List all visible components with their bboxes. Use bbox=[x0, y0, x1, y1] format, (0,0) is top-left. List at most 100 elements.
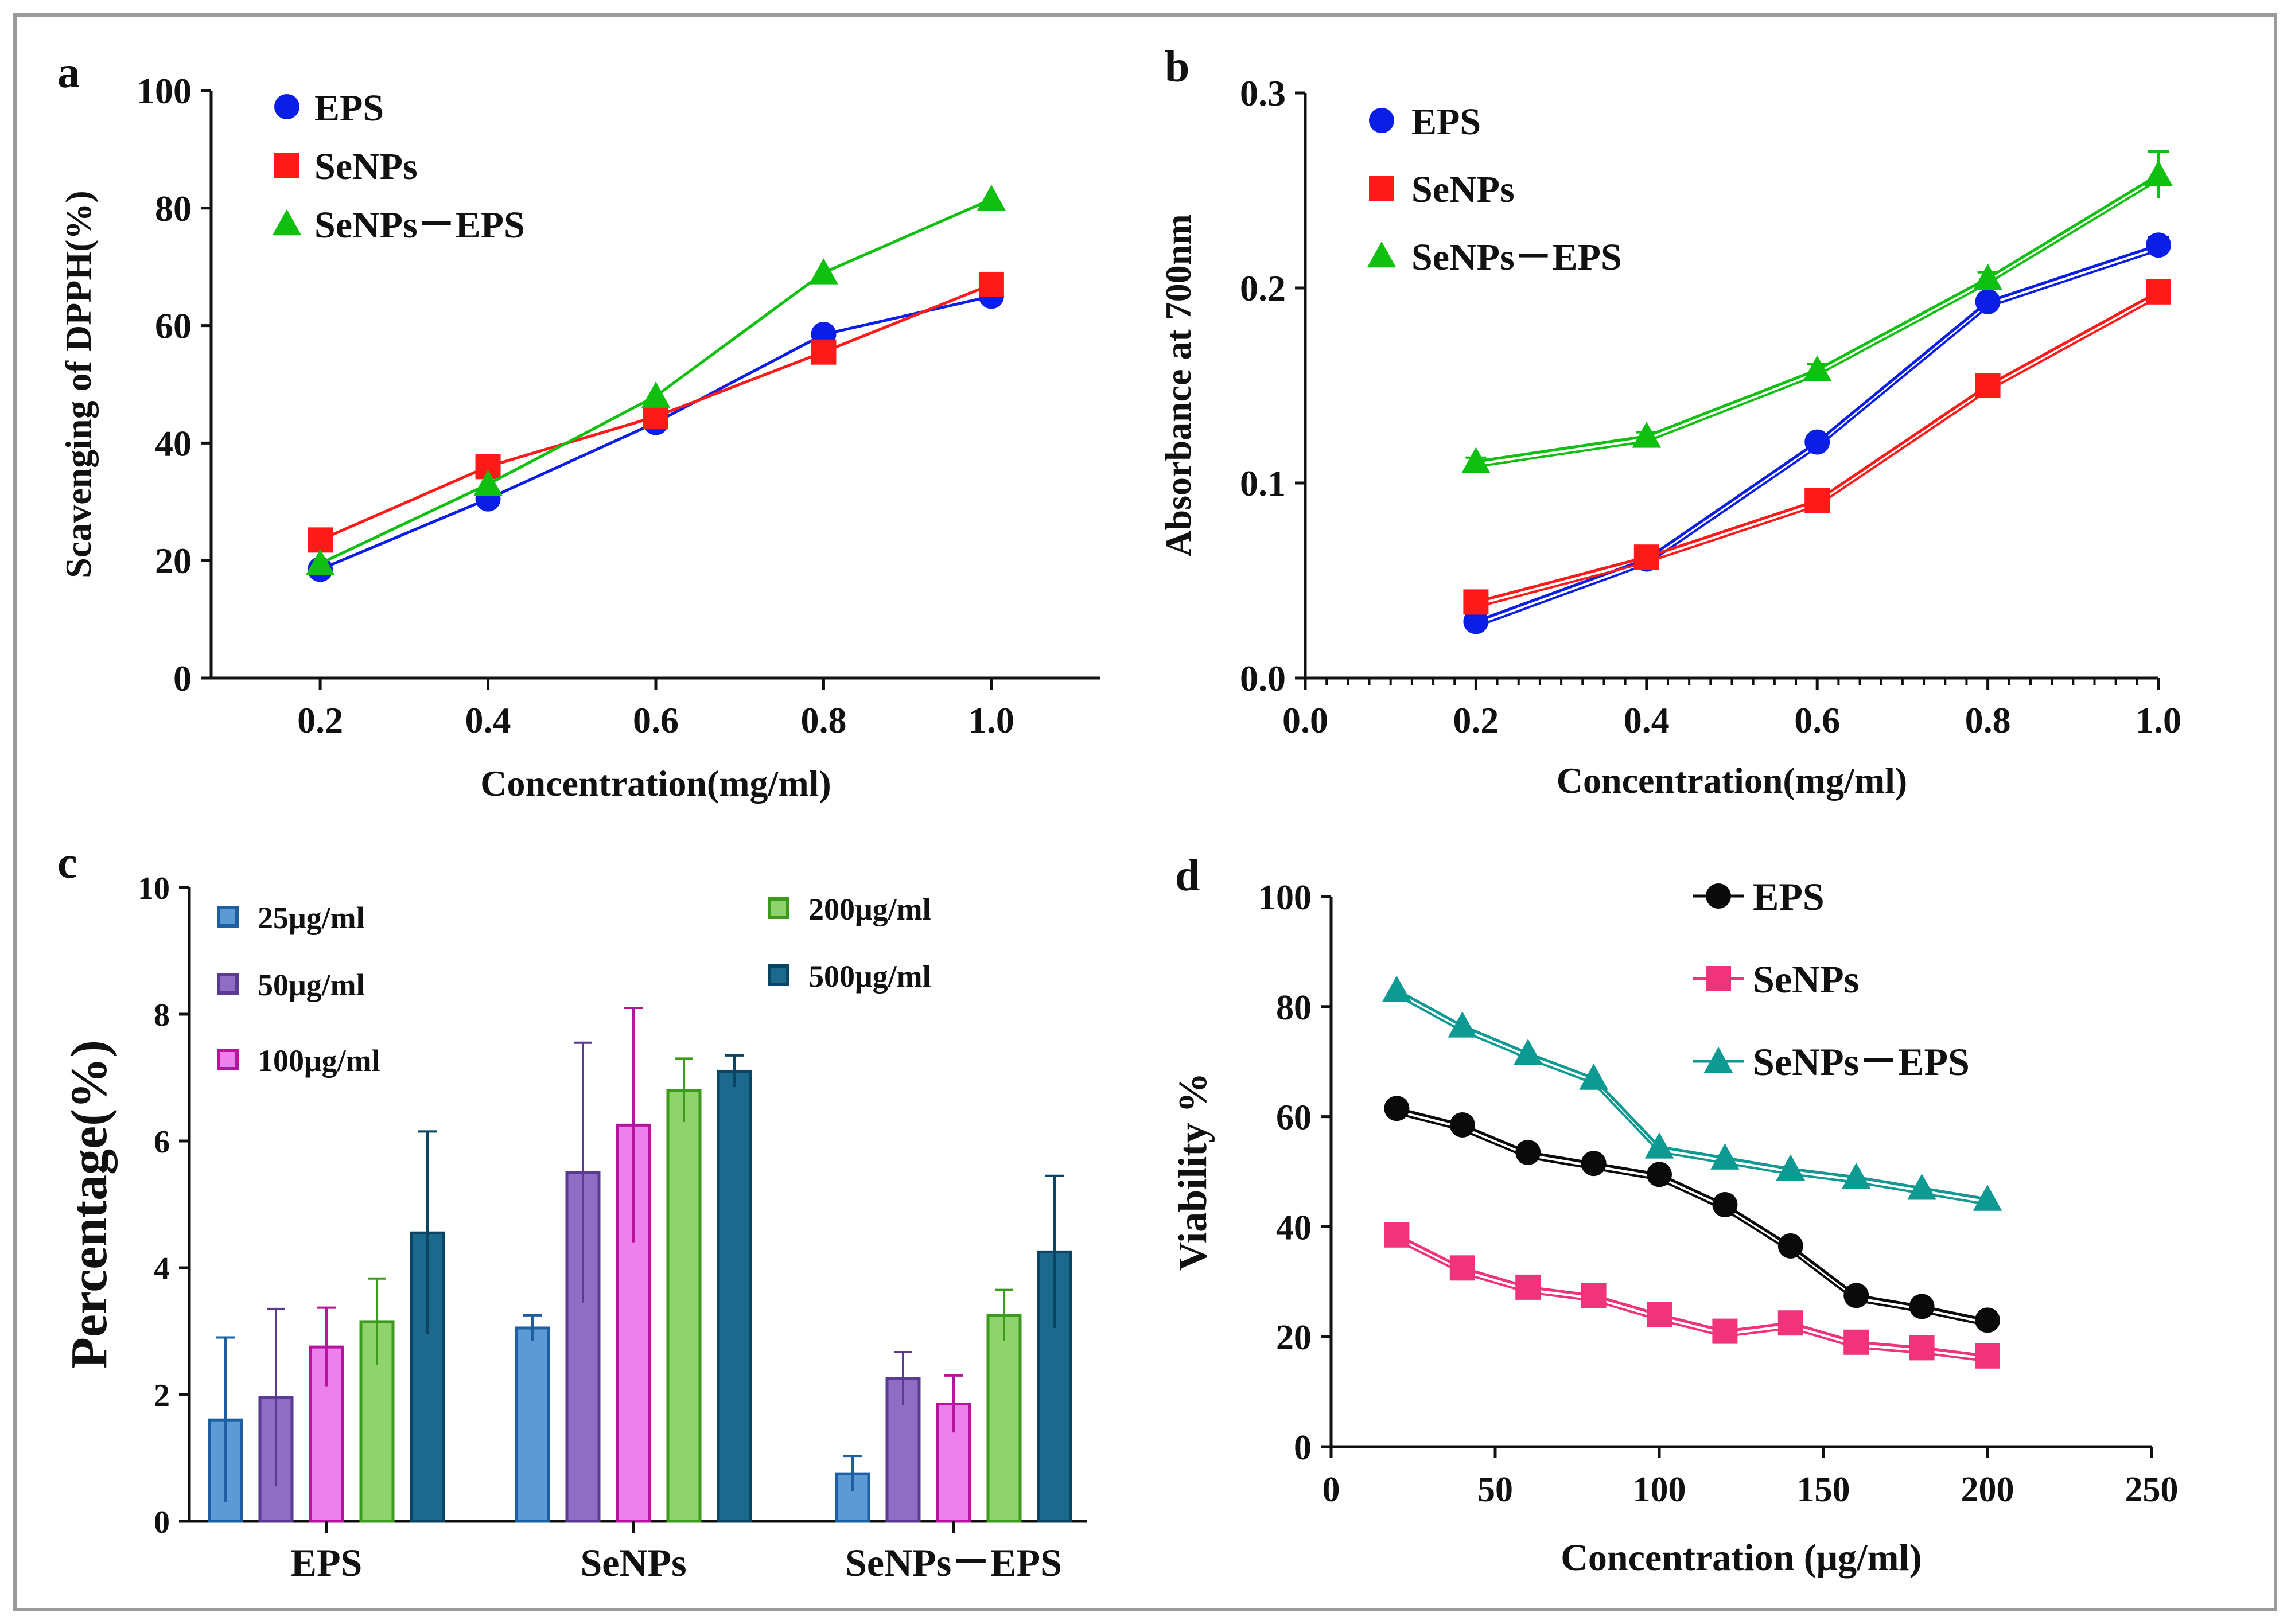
data-point bbox=[305, 549, 335, 575]
data-point bbox=[1633, 544, 1659, 570]
x-axis-label: Concentration(mg/ml) bbox=[480, 763, 831, 804]
data-point bbox=[1843, 1329, 1869, 1355]
x-tick-label: 200 bbox=[1961, 1470, 2014, 1509]
series-2 bbox=[1382, 975, 2002, 1211]
y-tick-label: 60 bbox=[155, 306, 192, 346]
figure-border bbox=[13, 13, 2277, 1611]
data-point bbox=[1975, 1307, 2000, 1333]
y-tick-label: 0.1 bbox=[1240, 463, 1286, 504]
y-tick-label: 0 bbox=[1294, 1428, 1312, 1467]
y-tick-label: 60 bbox=[1276, 1099, 1312, 1138]
data-point bbox=[1777, 1310, 1803, 1336]
bar-group-item bbox=[835, 1455, 870, 1523]
x-tick-label: 0.4 bbox=[465, 700, 511, 741]
y-tick-label: 80 bbox=[155, 188, 192, 229]
bar-group-item bbox=[616, 1006, 651, 1523]
y-tick-label: 10 bbox=[138, 871, 170, 906]
chart-b-absorbance: 0.0 0.1 0.2 0.3 0.0 0.2 0.4 0.6 0.8 1.0 Concentrat… bbox=[1158, 73, 2181, 801]
data-point bbox=[1384, 1096, 1410, 1121]
series-fit-line bbox=[1396, 994, 1988, 1206]
data-point bbox=[2146, 279, 2171, 305]
x-tick-label: 0.4 bbox=[1624, 700, 1670, 741]
data-point bbox=[1644, 1132, 1674, 1159]
data-point bbox=[1712, 1318, 1738, 1344]
legend-label: 25μg/ml bbox=[258, 901, 365, 935]
series-0 bbox=[1384, 1096, 2000, 1333]
data-point bbox=[2144, 160, 2173, 187]
legend-label: SeNPs－EPS bbox=[1411, 236, 1622, 278]
y-tick-label: 6 bbox=[154, 1124, 170, 1160]
legend-label: EPS bbox=[314, 87, 384, 129]
y-axis-label: Percentage(%) bbox=[61, 1040, 118, 1369]
data-point bbox=[1710, 1143, 1740, 1170]
chart-c-percentage-bars: 0 2 4 6 8 10 Percentage(%) EPS SeNPs SeNPs－EPS 25μ… bbox=[61, 871, 1087, 1584]
panel-label-d: d bbox=[1175, 850, 1200, 900]
data-point bbox=[1581, 1283, 1607, 1308]
x-tick-label: 50 bbox=[1477, 1470, 1513, 1509]
data-point bbox=[978, 271, 1004, 297]
series-1 bbox=[1384, 1222, 2000, 1369]
y-tick-label: 2 bbox=[154, 1378, 170, 1413]
legend-marker bbox=[1369, 108, 1394, 133]
x-tick-label: 0.2 bbox=[1453, 700, 1499, 741]
bar bbox=[936, 1403, 971, 1523]
panel-label-a: a bbox=[57, 47, 80, 97]
bar-group-item bbox=[565, 1041, 601, 1523]
data-point bbox=[1841, 1162, 1871, 1189]
legend-swatch bbox=[217, 973, 239, 995]
panel-label-c: c bbox=[57, 838, 77, 887]
x-tick-label: 0.2 bbox=[297, 700, 343, 741]
legend-swatch bbox=[217, 1049, 239, 1070]
y-tick-label: 4 bbox=[154, 1251, 170, 1287]
bar-group-item bbox=[359, 1277, 395, 1523]
panel-label-b: b bbox=[1165, 41, 1189, 91]
y-tick-label: 0.3 bbox=[1240, 73, 1286, 114]
bar bbox=[666, 1089, 702, 1523]
x-category-label: EPS bbox=[291, 1541, 363, 1584]
bar-group-item bbox=[885, 1350, 921, 1523]
legend-swatch bbox=[217, 906, 239, 928]
y-axis-label: Viability % bbox=[1171, 1073, 1215, 1271]
data-point bbox=[1712, 1192, 1738, 1218]
data-point bbox=[1581, 1151, 1607, 1177]
data-point bbox=[2146, 232, 2171, 258]
chart-a-dpph-scavenging: 0 20 40 60 80 100 0.2 0.4 0.6 0.8 1.0 Concentration… bbox=[58, 71, 1100, 804]
legend-marker bbox=[1703, 1046, 1733, 1073]
y-tick-label: 0 bbox=[173, 658, 192, 699]
data-point bbox=[1515, 1274, 1541, 1300]
data-point bbox=[643, 404, 668, 430]
series-2 bbox=[305, 185, 1006, 575]
y-tick-label: 20 bbox=[1276, 1318, 1312, 1357]
bar-group-item bbox=[515, 1314, 550, 1523]
legend-label: SeNPs bbox=[314, 146, 418, 188]
y-tick-label: 0 bbox=[154, 1505, 170, 1540]
legend-label: EPS bbox=[1411, 101, 1481, 143]
bar-group-item bbox=[717, 1054, 752, 1523]
legend-marker bbox=[1367, 241, 1397, 268]
data-point bbox=[641, 381, 671, 408]
bar-group-item bbox=[258, 1307, 294, 1523]
data-point bbox=[308, 527, 333, 553]
legend-marker bbox=[272, 209, 302, 236]
legend-swatch bbox=[768, 897, 789, 919]
x-axis-label: Concentration(mg/ml) bbox=[1557, 760, 1907, 801]
data-point bbox=[473, 469, 503, 496]
legend-swatch bbox=[768, 964, 789, 986]
data-point bbox=[1461, 447, 1491, 473]
x-tick-label: 0.6 bbox=[633, 700, 679, 741]
legend-label: 100μg/ml bbox=[258, 1043, 380, 1078]
y-axis-label: Scavenging of DPPH(%) bbox=[58, 190, 99, 578]
y-axis-label: Absorbance at 700nm bbox=[1158, 214, 1199, 556]
bar bbox=[717, 1069, 752, 1523]
x-tick-label: 0.8 bbox=[800, 700, 846, 741]
data-point bbox=[1909, 1335, 1935, 1361]
data-point bbox=[809, 258, 838, 285]
x-tick-label: 250 bbox=[2125, 1470, 2179, 1509]
y-tick-label: 0.0 bbox=[1240, 658, 1286, 699]
data-point bbox=[1777, 1233, 1803, 1259]
data-point bbox=[1579, 1064, 1608, 1090]
x-category-label: SeNPs bbox=[580, 1541, 686, 1584]
series-line bbox=[1396, 1107, 1988, 1322]
x-axis-label: Concentration (μg/ml) bbox=[1561, 1537, 1922, 1579]
